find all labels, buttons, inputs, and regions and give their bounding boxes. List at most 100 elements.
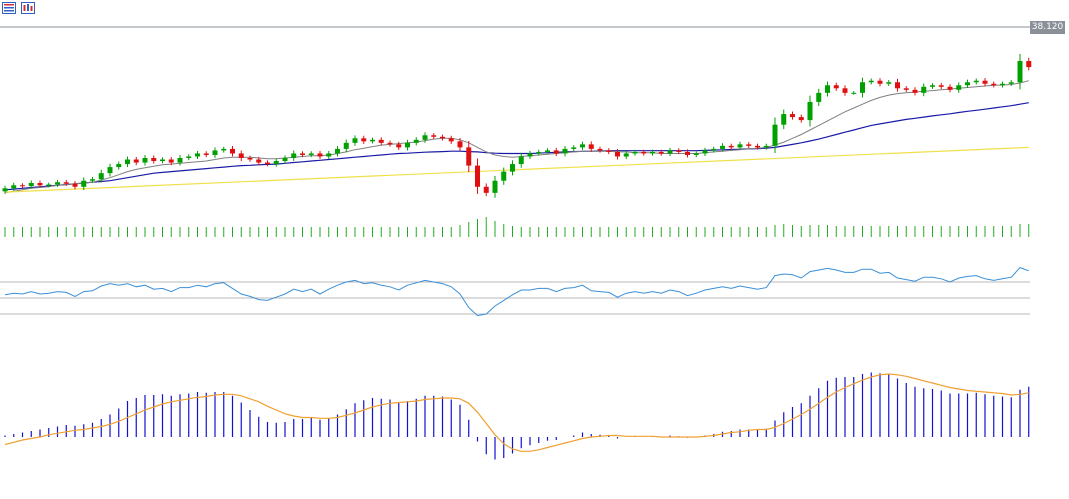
- candle-body: [816, 92, 822, 102]
- candle-body: [702, 150, 708, 154]
- candle-body: [326, 153, 332, 157]
- candle-body: [685, 151, 690, 155]
- candle-body: [947, 86, 953, 90]
- candle-body: [221, 148, 227, 151]
- candle-body: [291, 153, 297, 158]
- candle-body: [860, 82, 865, 93]
- last-price-label: 38.120: [1030, 21, 1065, 34]
- candle-body: [370, 139, 375, 142]
- candle-body: [177, 158, 183, 163]
- candle-body: [422, 135, 428, 140]
- candle-body: [317, 153, 323, 157]
- candle-body: [1000, 83, 1005, 86]
- candle-body: [641, 151, 647, 154]
- candle-body: [588, 144, 594, 149]
- macd-signal-line: [4, 373, 1029, 452]
- candle-body: [632, 151, 638, 154]
- candle-body: [877, 80, 883, 84]
- candle-body: [868, 80, 874, 83]
- candle-body: [825, 85, 830, 93]
- candle-body: [413, 139, 419, 143]
- candle-body: [81, 180, 87, 187]
- candle-body: [606, 150, 612, 152]
- candle-body: [1017, 61, 1023, 83]
- candle-body: [300, 153, 305, 155]
- candle-body: [615, 151, 620, 157]
- candle-body: [807, 101, 813, 121]
- candle-body: [247, 158, 253, 160]
- candle-body: [2, 188, 8, 192]
- candle-body: [930, 85, 935, 87]
- candle-body: [728, 145, 734, 148]
- candle-body: [151, 158, 157, 162]
- candle-body: [46, 184, 52, 186]
- candle-body: [440, 136, 445, 139]
- candle-body: [973, 80, 979, 83]
- candle-body: [518, 156, 524, 165]
- candle-body: [90, 179, 95, 181]
- candle-body: [790, 114, 795, 118]
- chart-properties-icon[interactable]: [21, 2, 35, 14]
- candle-body: [265, 162, 270, 165]
- candle-body: [361, 138, 367, 142]
- candle-body: [1026, 61, 1032, 68]
- candle-body: [597, 148, 603, 151]
- candle-body: [125, 159, 130, 165]
- candle-body: [965, 82, 970, 86]
- candle-body: [308, 153, 314, 155]
- data-window-icon[interactable]: [2, 2, 16, 14]
- candle-body: [991, 83, 997, 86]
- candle-body: [903, 88, 909, 90]
- candle-body: [37, 183, 43, 186]
- candle-body: [107, 167, 113, 174]
- candle-body: [571, 147, 577, 149]
- candle-body: [28, 183, 34, 187]
- candle-body: [763, 145, 769, 148]
- candle-body: [851, 92, 857, 94]
- candle-body: [343, 142, 349, 149]
- candle-body: [912, 89, 918, 93]
- candle-body: [667, 150, 673, 154]
- candle-body: [510, 164, 515, 172]
- candle-body: [1008, 82, 1014, 84]
- moving-average-mid: [4, 102, 1029, 191]
- candle-body: [203, 153, 209, 155]
- candle-body: [55, 182, 60, 185]
- candle-body: [711, 148, 717, 151]
- candle-body: [457, 141, 463, 148]
- candle-body: [746, 144, 752, 146]
- candle-body: [431, 135, 437, 137]
- candle-body: [798, 117, 804, 121]
- candle-body: [195, 153, 200, 157]
- candle-body: [133, 159, 139, 163]
- candle-body: [938, 85, 944, 87]
- candle-body: [755, 145, 760, 148]
- candle-body: [921, 86, 927, 93]
- candle-body: [20, 185, 25, 187]
- candle-body: [63, 182, 69, 184]
- candle-body: [956, 85, 962, 90]
- candle-body: [580, 144, 585, 148]
- candle-body: [658, 151, 664, 154]
- candle-body: [650, 151, 655, 154]
- candle-body: [720, 145, 725, 149]
- candle-body: [168, 159, 174, 163]
- candle-body: [116, 164, 122, 168]
- candle-body: [11, 185, 17, 189]
- candle-body: [475, 165, 480, 187]
- candle-body: [833, 85, 839, 89]
- candle-body: [387, 142, 393, 145]
- candle-body: [352, 138, 358, 143]
- candle-body: [256, 159, 262, 163]
- candle-body: [553, 150, 559, 154]
- moving-average-long: [4, 146, 1029, 193]
- candle-body: [501, 171, 507, 181]
- candle-body: [273, 161, 279, 165]
- candle-body: [772, 124, 778, 146]
- candle-body: [886, 82, 892, 84]
- candle-body: [623, 153, 629, 157]
- candle-body: [378, 139, 384, 143]
- candle-body: [396, 144, 402, 148]
- candle-body: [676, 150, 682, 152]
